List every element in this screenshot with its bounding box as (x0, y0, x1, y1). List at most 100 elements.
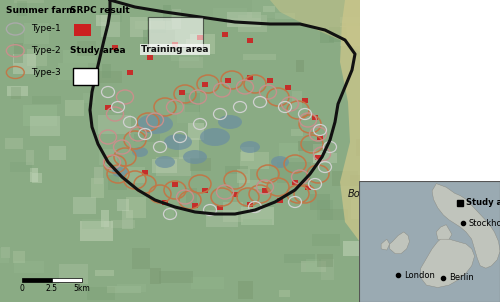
Bar (318, 200, 333, 220)
Bar (172, 41, 178, 47)
Text: Type-3: Type-3 (30, 68, 60, 77)
Bar (49, 146, 66, 159)
Bar (101, 15, 120, 37)
Bar (351, 199, 364, 219)
Bar (134, 134, 160, 142)
Bar (96, 15, 108, 26)
Bar (247, 37, 253, 43)
Bar (190, 34, 216, 54)
Bar (163, 5, 172, 21)
Bar (262, 5, 274, 12)
Bar (7, 86, 28, 95)
Bar (301, 261, 326, 272)
Bar (188, 123, 204, 140)
Bar (238, 14, 268, 32)
Ellipse shape (271, 156, 289, 168)
Bar (278, 290, 290, 297)
Bar (316, 254, 334, 267)
Bar (126, 197, 146, 218)
Polygon shape (436, 225, 452, 242)
Bar (108, 175, 127, 190)
Bar (172, 53, 198, 61)
Bar (340, 26, 361, 46)
Bar (312, 114, 318, 120)
Bar (317, 134, 323, 140)
Bar (320, 31, 334, 43)
Bar (58, 264, 88, 284)
Bar (52, 278, 82, 282)
Bar (226, 12, 260, 27)
Bar (328, 27, 347, 42)
Bar (106, 286, 141, 293)
Bar (111, 220, 135, 228)
Ellipse shape (137, 114, 173, 134)
Bar (6, 138, 23, 149)
Bar (267, 78, 273, 82)
Bar (12, 54, 36, 74)
Bar (240, 180, 268, 189)
Bar (105, 104, 111, 110)
Bar (62, 50, 96, 63)
Bar (312, 144, 324, 163)
Polygon shape (340, 0, 360, 242)
Ellipse shape (132, 147, 148, 157)
Bar (277, 162, 311, 183)
Ellipse shape (164, 134, 192, 150)
Text: Study area: Study area (466, 198, 500, 207)
Bar (232, 191, 238, 197)
Bar (224, 166, 248, 174)
Text: SRPC result: SRPC result (70, 6, 130, 15)
Bar (298, 141, 323, 151)
Bar (130, 17, 147, 37)
Bar (191, 277, 224, 289)
Bar (179, 89, 185, 95)
Bar (360, 239, 376, 251)
Bar (247, 75, 253, 79)
Bar (142, 169, 148, 175)
Bar (332, 171, 357, 186)
Text: Borlänge: Borlänge (348, 189, 392, 199)
Bar (322, 259, 334, 280)
Bar (2, 247, 11, 258)
Polygon shape (381, 239, 390, 250)
Bar (238, 281, 254, 299)
Bar (237, 169, 250, 183)
Bar (185, 92, 200, 112)
Polygon shape (421, 239, 474, 288)
Bar (180, 57, 203, 68)
Bar (14, 261, 44, 273)
Text: Type-2: Type-2 (30, 46, 60, 55)
Bar (320, 209, 348, 220)
Bar (32, 96, 62, 104)
Bar (117, 199, 130, 211)
Ellipse shape (240, 141, 260, 153)
Bar (302, 98, 308, 102)
Bar (274, 13, 295, 19)
Bar (279, 143, 299, 158)
Bar (172, 9, 181, 29)
Bar (172, 182, 178, 187)
Bar (88, 71, 122, 83)
Text: 0: 0 (20, 284, 24, 293)
Bar (223, 202, 243, 222)
Bar (132, 248, 150, 269)
Text: London: London (404, 271, 434, 280)
Bar (24, 23, 48, 44)
Bar (305, 185, 311, 189)
Bar (102, 64, 111, 78)
Bar (312, 234, 340, 246)
Text: Summer farm: Summer farm (6, 6, 76, 15)
Bar (291, 130, 304, 136)
Bar (156, 157, 190, 175)
Bar (292, 179, 298, 185)
Bar (30, 168, 38, 182)
Bar (240, 152, 270, 169)
Bar (202, 82, 208, 86)
Bar (72, 68, 98, 85)
Bar (65, 100, 84, 116)
Text: Training area: Training area (142, 45, 209, 54)
Ellipse shape (218, 115, 242, 129)
Bar (186, 188, 197, 203)
Text: 2.5: 2.5 (46, 284, 58, 293)
Bar (316, 153, 337, 162)
